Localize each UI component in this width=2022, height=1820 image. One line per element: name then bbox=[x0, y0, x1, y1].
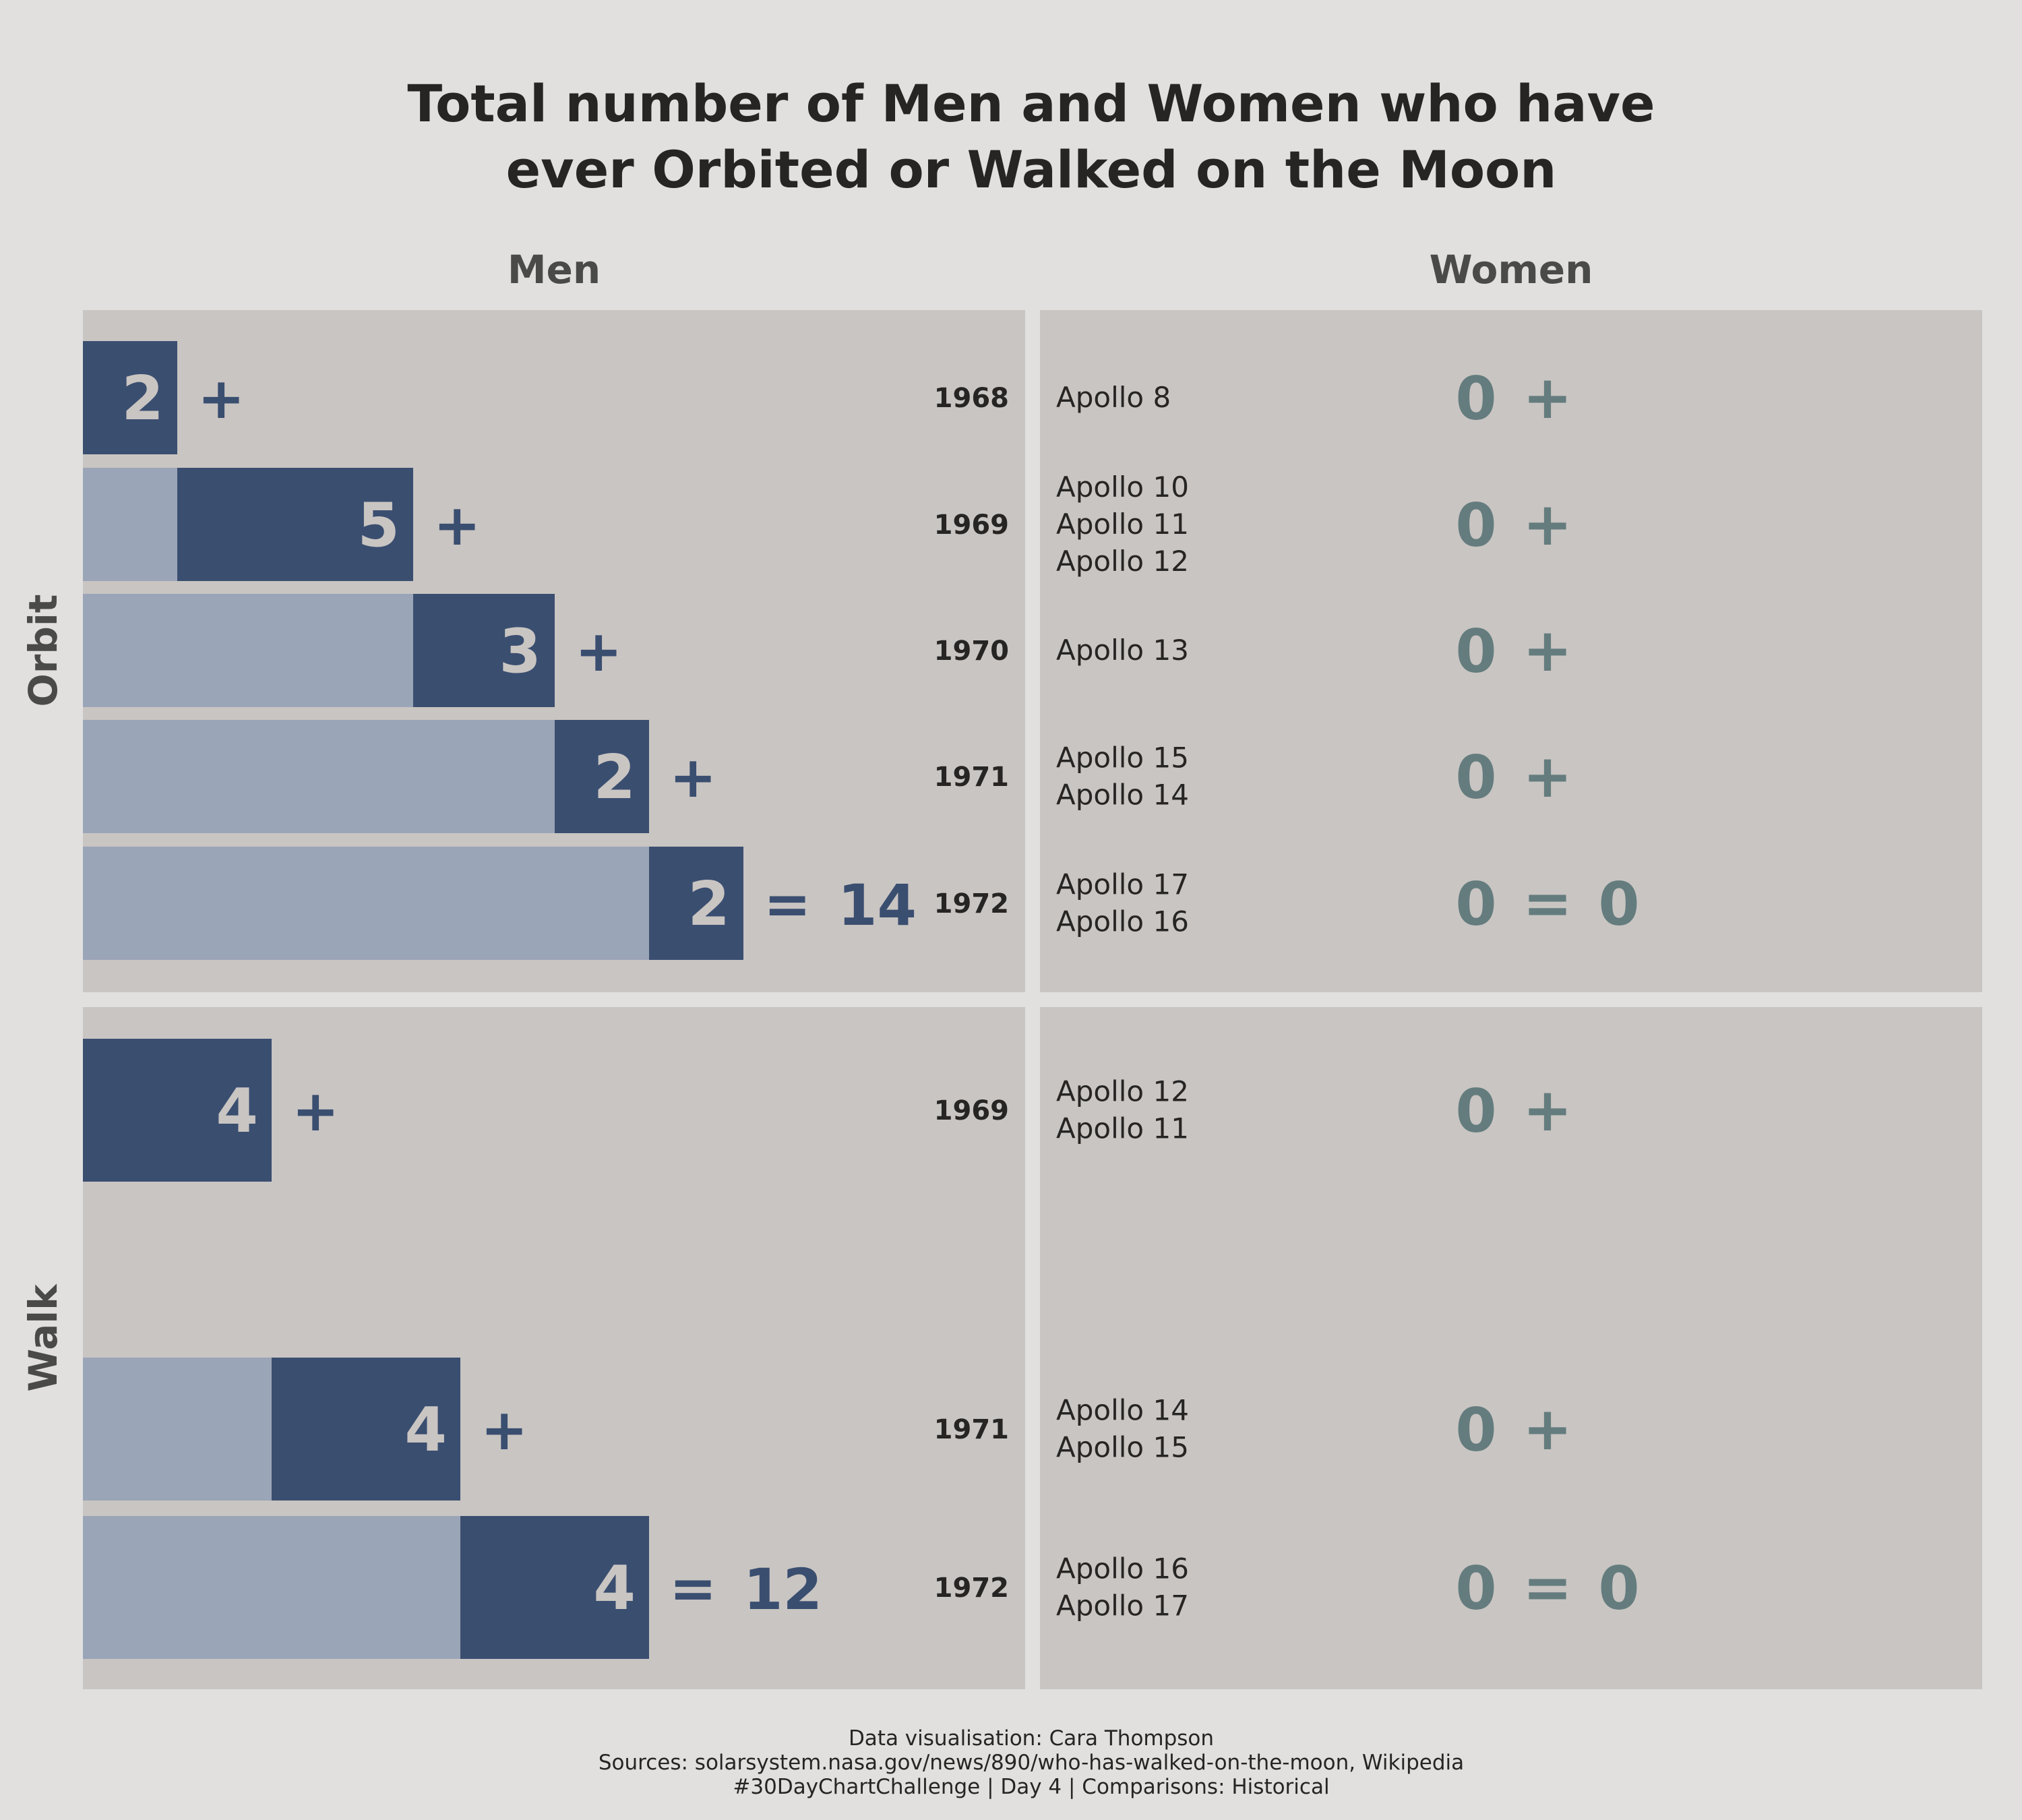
bar-new-orbit-1972 bbox=[649, 847, 743, 960]
bar-value-orbit-1972: 2 bbox=[687, 869, 730, 940]
chart-title-line-2: ever Orbited or Walked on the Moon bbox=[506, 140, 1557, 200]
total-women-walk: 0 bbox=[1598, 1554, 1639, 1623]
plus-men-orbit-1968: + bbox=[197, 365, 245, 431]
bar-new-orbit-1969 bbox=[177, 468, 413, 581]
mission-label-orbit-1970-0: Apollo 13 bbox=[1056, 634, 1189, 667]
equals-women-orbit-1972: = bbox=[1523, 868, 1572, 938]
women-value-walk-1972: 0 bbox=[1455, 1554, 1496, 1623]
year-label-walk-1971: 1971 bbox=[934, 1414, 1009, 1445]
bar-value-orbit-1971: 2 bbox=[593, 742, 636, 813]
mission-label-orbit-1972-0: Apollo 17 bbox=[1056, 868, 1189, 901]
mission-label-orbit-1969-1: Apollo 11 bbox=[1056, 508, 1189, 541]
row-label-walk: Walk bbox=[20, 1283, 66, 1392]
panel-orbit-women bbox=[1040, 310, 1982, 992]
bar-previous-orbit-1969 bbox=[83, 468, 177, 581]
bar-previous-orbit-1970 bbox=[83, 594, 413, 707]
column-label-men: Men bbox=[508, 247, 601, 293]
plus-men-orbit-1970: + bbox=[575, 618, 622, 684]
mission-label-orbit-1969-0: Apollo 10 bbox=[1056, 471, 1189, 504]
caption-line-3: #30DayChartChallenge | Day 4 | Compariso… bbox=[733, 1775, 1329, 1799]
year-label-walk-1972: 1972 bbox=[934, 1573, 1009, 1604]
bar-new-walk-1971 bbox=[272, 1358, 460, 1500]
bar-previous-orbit-1971 bbox=[83, 720, 555, 833]
bar-new-walk-1969 bbox=[83, 1039, 272, 1182]
year-label-orbit-1971: 1971 bbox=[934, 762, 1009, 793]
chart-marks: 2 +1968 Apollo 8 0 +5 +1969 Apollo 10 Apollo 11… bbox=[83, 341, 1640, 1659]
mission-label-walk-1971-1: Apollo 15 bbox=[1056, 1431, 1189, 1464]
bar-new-orbit-1968 bbox=[83, 341, 177, 454]
bar-new-walk-1972 bbox=[460, 1516, 649, 1659]
bar-previous-walk-1971 bbox=[83, 1358, 272, 1500]
women-value-orbit-1968: 0 bbox=[1455, 364, 1496, 433]
plus-women-walk-1971: + bbox=[1523, 1394, 1572, 1463]
total-men-walk: 12 bbox=[743, 1556, 822, 1622]
women-value-walk-1969: 0 bbox=[1455, 1076, 1496, 1146]
bar-previous-walk-1972 bbox=[83, 1516, 460, 1659]
women-value-walk-1971: 0 bbox=[1455, 1395, 1496, 1465]
mission-label-walk-1972-0: Apollo 16 bbox=[1056, 1552, 1189, 1585]
year-label-orbit-1969: 1969 bbox=[934, 510, 1009, 541]
mission-label-walk-1969-0: Apollo 12 bbox=[1056, 1075, 1189, 1108]
mission-label-walk-1971-0: Apollo 14 bbox=[1056, 1394, 1189, 1427]
equals-men-walk-1972: = bbox=[669, 1555, 716, 1621]
women-value-orbit-1969: 0 bbox=[1455, 491, 1496, 560]
plus-men-walk-1969: + bbox=[292, 1078, 339, 1144]
year-label-walk-1969: 1969 bbox=[934, 1095, 1009, 1126]
caption-line-1: Data visualisation: Cara Thompson bbox=[849, 1726, 1214, 1751]
plus-men-walk-1971: + bbox=[481, 1397, 528, 1463]
women-value-orbit-1972: 0 bbox=[1455, 870, 1496, 939]
chart-title-line-1: Total number of Men and Women who have bbox=[407, 73, 1655, 133]
equals-women-walk-1972: = bbox=[1523, 1552, 1572, 1622]
bar-value-orbit-1969: 5 bbox=[357, 490, 400, 561]
total-women-orbit: 0 bbox=[1598, 870, 1639, 939]
mission-label-orbit-1971-1: Apollo 14 bbox=[1056, 779, 1189, 812]
year-label-orbit-1968: 1968 bbox=[934, 383, 1009, 414]
plus-men-orbit-1969: + bbox=[433, 492, 481, 558]
year-label-orbit-1970: 1970 bbox=[934, 636, 1009, 667]
plus-women-walk-1969: + bbox=[1523, 1075, 1572, 1145]
mission-label-walk-1969-1: Apollo 11 bbox=[1056, 1112, 1189, 1145]
bar-value-walk-1971: 4 bbox=[404, 1395, 447, 1465]
women-value-orbit-1971: 0 bbox=[1455, 743, 1496, 812]
plus-women-orbit-1968: + bbox=[1523, 363, 1572, 432]
bar-value-walk-1969: 4 bbox=[216, 1076, 258, 1147]
bar-value-orbit-1970: 3 bbox=[499, 616, 541, 687]
bar-new-orbit-1970 bbox=[413, 594, 555, 707]
plus-women-orbit-1969: + bbox=[1523, 489, 1572, 559]
bar-value-orbit-1968: 2 bbox=[121, 363, 164, 434]
equals-men-orbit-1972: = bbox=[764, 871, 811, 937]
mission-label-orbit-1972-1: Apollo 16 bbox=[1056, 905, 1189, 938]
caption-line-2: Sources: solarsystem.nasa.gov/news/890/w… bbox=[599, 1751, 1464, 1775]
mission-label-orbit-1968-0: Apollo 8 bbox=[1056, 381, 1171, 414]
mission-label-orbit-1971-0: Apollo 15 bbox=[1056, 741, 1189, 775]
women-value-orbit-1970: 0 bbox=[1455, 617, 1496, 686]
bar-value-walk-1972: 4 bbox=[593, 1553, 636, 1624]
year-label-orbit-1972: 1972 bbox=[934, 888, 1009, 919]
plus-men-orbit-1971: + bbox=[669, 744, 716, 810]
bar-new-orbit-1971 bbox=[555, 720, 649, 833]
row-label-orbit: Orbit bbox=[20, 594, 66, 706]
mission-label-walk-1972-1: Apollo 17 bbox=[1056, 1589, 1189, 1622]
panel-walk-women bbox=[1040, 1007, 1982, 1689]
plus-women-orbit-1971: + bbox=[1523, 741, 1572, 811]
mission-label-orbit-1969-2: Apollo 12 bbox=[1056, 545, 1189, 578]
column-label-women: Women bbox=[1430, 247, 1593, 293]
bar-previous-orbit-1972 bbox=[83, 847, 649, 960]
plus-women-orbit-1970: + bbox=[1523, 615, 1572, 685]
total-men-orbit: 14 bbox=[838, 872, 917, 938]
